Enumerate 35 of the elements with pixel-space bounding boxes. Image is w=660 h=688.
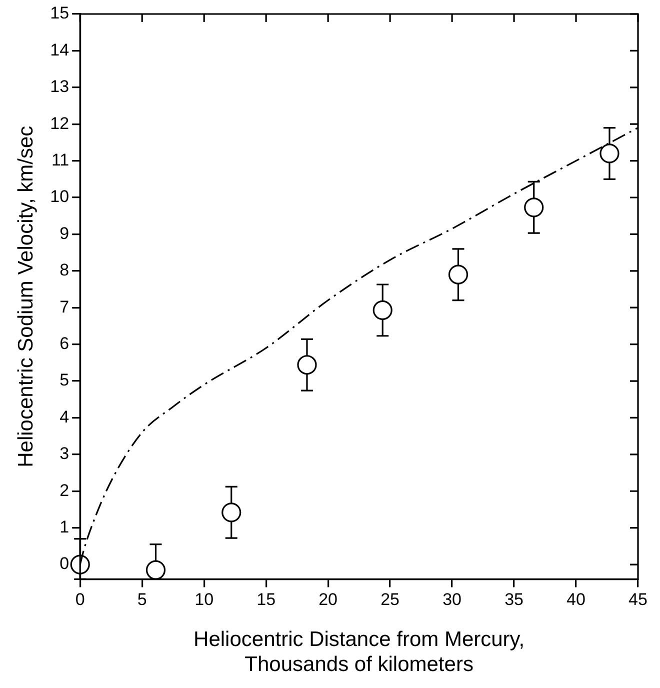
x-tick-label: 5 — [137, 590, 147, 610]
x-tick-label: 20 — [318, 590, 338, 610]
point — [222, 502, 242, 522]
y-axis-title: Heliocentric Sodium Velocity, km/sec — [14, 126, 38, 468]
y-tick-label: 5 — [60, 370, 70, 390]
x-tick-label: 40 — [566, 590, 586, 610]
y-tick-label: 13 — [50, 77, 70, 96]
point — [146, 560, 166, 580]
y-tick-label: 0 — [60, 554, 70, 574]
y-tick-label: 3 — [60, 444, 70, 464]
point — [524, 198, 544, 218]
y-tick-label: 12 — [50, 114, 70, 133]
y-tick-label: 1 — [60, 518, 70, 537]
y-tick-label: 7 — [60, 297, 70, 316]
x-axis-title: Heliocentric Distance from Mercury, Thousands of kilometers — [194, 628, 525, 676]
x-tick-label: 0 — [75, 590, 85, 610]
y-tick-label: 14 — [50, 40, 70, 60]
y-tick-label: 2 — [60, 480, 70, 500]
y-tick-label: 6 — [60, 334, 70, 353]
x-tick-label: 45 — [628, 590, 648, 610]
x-tick-label: 15 — [256, 590, 276, 610]
point — [372, 300, 392, 320]
point — [600, 144, 620, 164]
x-tick-label: 10 — [194, 590, 214, 610]
y-tick-label: 4 — [60, 407, 70, 426]
y-tick-label: 11 — [51, 150, 70, 170]
y-tick-label: 10 — [50, 187, 70, 206]
y-tick-label: 8 — [60, 260, 70, 280]
y-tick-label: 9 — [60, 224, 70, 243]
x-tick-label: 25 — [380, 590, 400, 610]
x-tick-label: 30 — [442, 590, 462, 610]
x-tick-label: 35 — [504, 590, 524, 610]
point — [448, 264, 468, 284]
point — [297, 355, 317, 375]
y-tick-label: 15 — [50, 4, 70, 23]
